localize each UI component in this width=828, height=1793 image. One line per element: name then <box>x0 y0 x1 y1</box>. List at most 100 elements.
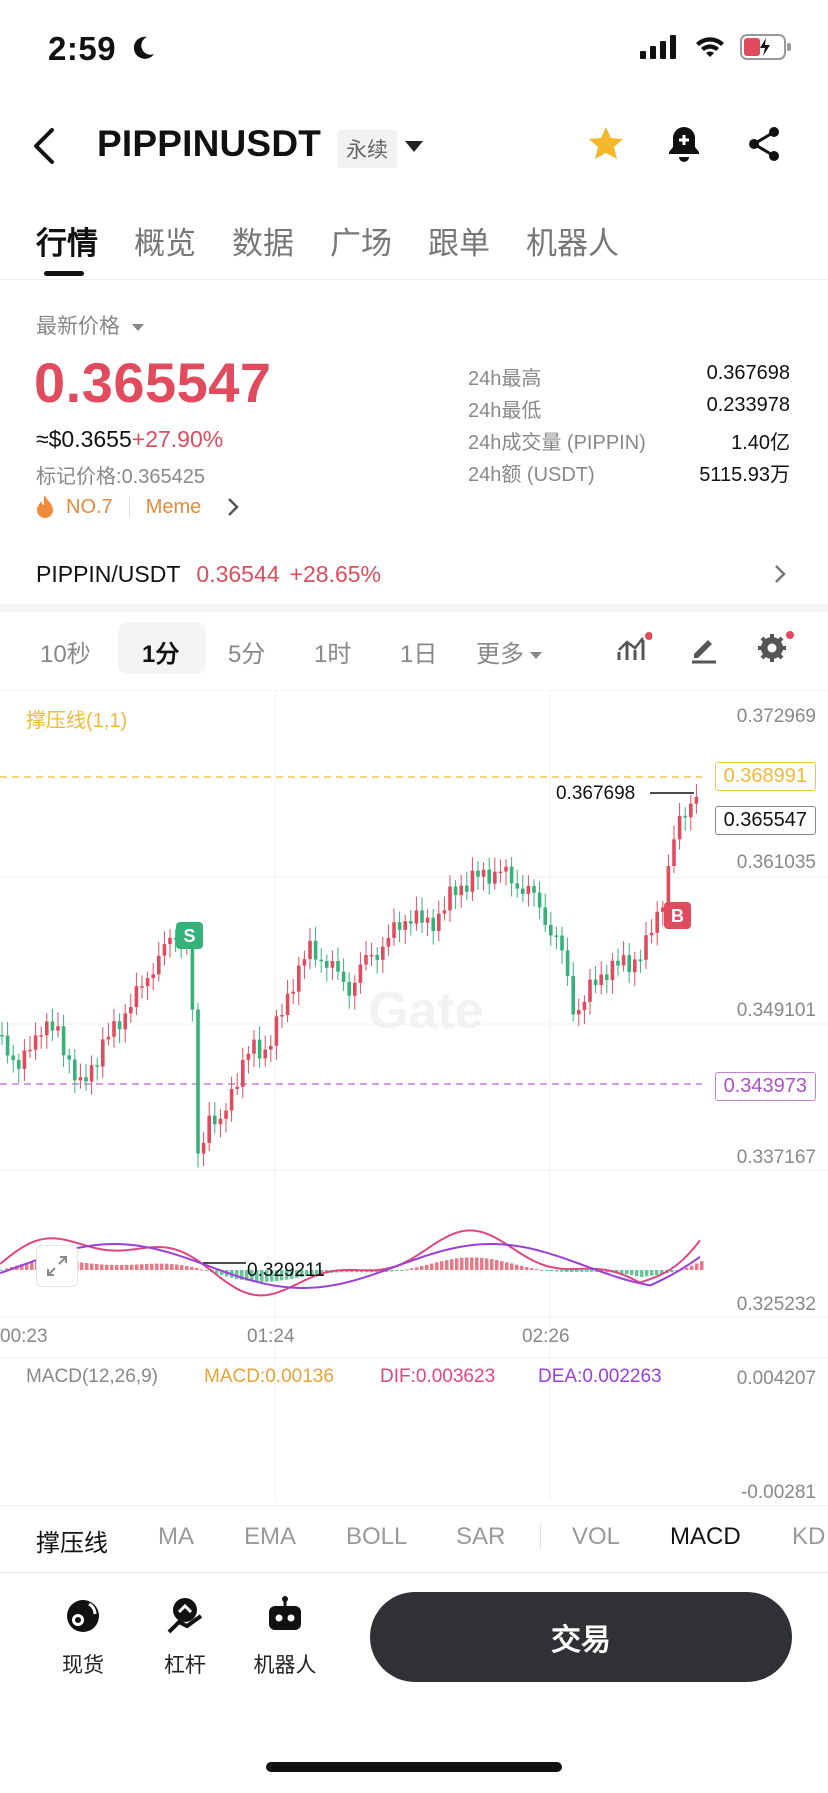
candle-body <box>263 1049 267 1059</box>
spot-link-row[interactable]: PIPPIN/USDT 0.36544 +28.65% <box>36 561 381 588</box>
chevron-right-icon[interactable] <box>772 562 788 591</box>
interval-5m[interactable]: 5分 <box>228 641 266 668</box>
top-tabs: 行情 概览 数据 广场 跟单 机器人 <box>36 218 655 263</box>
indicator-support-resistance[interactable]: 撑压线 <box>36 1530 108 1557</box>
tab-market[interactable]: 行情 <box>36 226 98 261</box>
macd-bar <box>310 1270 314 1276</box>
fullscreen-button[interactable] <box>36 1245 78 1287</box>
price-axis-2: 0.361035 <box>736 852 816 873</box>
candle-body <box>151 974 155 979</box>
usd-price-line: ≈$0.3655+27.90% <box>36 426 223 453</box>
robot-icon <box>269 1596 301 1630</box>
indicator-macd[interactable]: MACD <box>670 1523 741 1550</box>
divider <box>0 1505 828 1506</box>
candle-body <box>537 892 542 908</box>
indicator-settings-icon[interactable] <box>616 632 653 669</box>
macd-bar <box>115 1264 119 1270</box>
share-icon[interactable] <box>746 124 782 169</box>
macd-bar <box>155 1263 159 1270</box>
indicator-ema[interactable]: EMA <box>244 1523 297 1550</box>
macd-bar <box>190 1266 194 1270</box>
candle-body <box>448 886 452 911</box>
interval-10s[interactable]: 10秒 <box>40 641 91 668</box>
active-tab-indicator <box>44 271 84 276</box>
pair-dropdown-icon[interactable] <box>405 141 423 152</box>
macd-bar <box>355 1270 359 1273</box>
candle-body <box>437 913 441 932</box>
spot-change: +28.65% <box>289 561 382 587</box>
macd-bar <box>410 1268 414 1270</box>
candle-body <box>162 944 167 956</box>
macd-bar <box>140 1264 144 1270</box>
macd-bar <box>560 1270 564 1272</box>
tab-square[interactable]: 广场 <box>330 226 392 261</box>
macd-bar <box>275 1270 279 1281</box>
macd-bar <box>195 1268 199 1270</box>
alert-bell-icon[interactable] <box>666 124 702 169</box>
macd-bar <box>450 1259 454 1270</box>
indicator-ma[interactable]: MA <box>158 1523 194 1550</box>
candle-body <box>644 935 648 960</box>
latest-price-label[interactable]: 最新价格 <box>36 310 144 340</box>
margin-icon <box>167 1598 203 1634</box>
macd-bar <box>125 1264 129 1270</box>
macd-bar <box>635 1270 639 1277</box>
tab-data[interactable]: 数据 <box>232 226 294 261</box>
interval-more[interactable]: 更多 <box>476 634 542 669</box>
chart-settings-icon[interactable] <box>756 630 796 669</box>
macd-bar <box>100 1264 104 1270</box>
indicator-sar[interactable]: SAR <box>456 1523 506 1550</box>
macd-bar <box>685 1267 689 1270</box>
nav-spot[interactable]: 现货 <box>38 1596 128 1679</box>
macd-bar <box>300 1270 304 1277</box>
current-price-box: 0.365547 <box>714 806 816 835</box>
favorite-star-icon[interactable] <box>586 124 626 169</box>
candle-body <box>280 1015 284 1017</box>
status-time: 2:59 <box>48 30 117 67</box>
tab-bot[interactable]: 机器人 <box>526 226 619 261</box>
interval-active-bg <box>118 622 206 674</box>
macd-bar <box>465 1257 469 1270</box>
spot-pair: PIPPIN/USDT <box>36 561 181 587</box>
candle-body <box>638 959 643 961</box>
candle-body <box>285 993 290 1016</box>
macd-bar <box>405 1269 409 1271</box>
candle-body <box>610 960 615 981</box>
hot-rank-row[interactable]: NO.7 Meme <box>34 494 241 520</box>
macd-bar <box>400 1270 404 1271</box>
nav-margin[interactable]: 杠杆 <box>140 1596 230 1679</box>
candlestick-chart[interactable]: Gate S B <box>0 690 828 1500</box>
macd-bar <box>110 1264 114 1270</box>
macd-bar <box>430 1263 434 1270</box>
back-button[interactable] <box>30 126 58 171</box>
candle-body <box>173 937 178 940</box>
interval-1d[interactable]: 1日 <box>400 641 438 668</box>
indicator-boll[interactable]: BOLL <box>346 1523 408 1550</box>
stat-volume-label: 24h成交量 (PIPPIN) <box>468 432 646 454</box>
tab-overview[interactable]: 概览 <box>134 226 196 261</box>
mark-price-line: 标记价格:0.365425 <box>36 466 205 488</box>
candle-body <box>521 888 525 894</box>
candle-body <box>33 1035 38 1050</box>
candle-body <box>554 935 559 937</box>
trade-button[interactable]: 交易 <box>370 1592 792 1682</box>
separator <box>128 497 130 517</box>
macd-value: MACD:0.00136 <box>204 1366 334 1387</box>
macd-dea-line <box>0 1242 701 1289</box>
macd-bar <box>675 1270 679 1271</box>
candle-body <box>45 1021 49 1036</box>
macd-title: MACD(12,26,9) <box>26 1366 158 1387</box>
contract-type-tag: 永续 <box>337 130 397 168</box>
macd-bar <box>175 1264 179 1270</box>
interval-1h[interactable]: 1时 <box>314 641 352 668</box>
macd-bar <box>525 1267 529 1270</box>
candle-body <box>487 869 491 884</box>
draw-tool-icon[interactable] <box>688 632 720 669</box>
indicator-vol[interactable]: VOL <box>572 1523 621 1550</box>
tab-copy-trading[interactable]: 跟单 <box>428 226 490 261</box>
pair-title[interactable]: PIPPINUSDT <box>97 123 322 164</box>
candle-body <box>386 937 391 947</box>
interval-1m[interactable]: 1分 <box>142 641 180 668</box>
indicator-kd[interactable]: KD <box>792 1523 826 1550</box>
nav-bot[interactable]: 机器人 <box>240 1596 330 1679</box>
